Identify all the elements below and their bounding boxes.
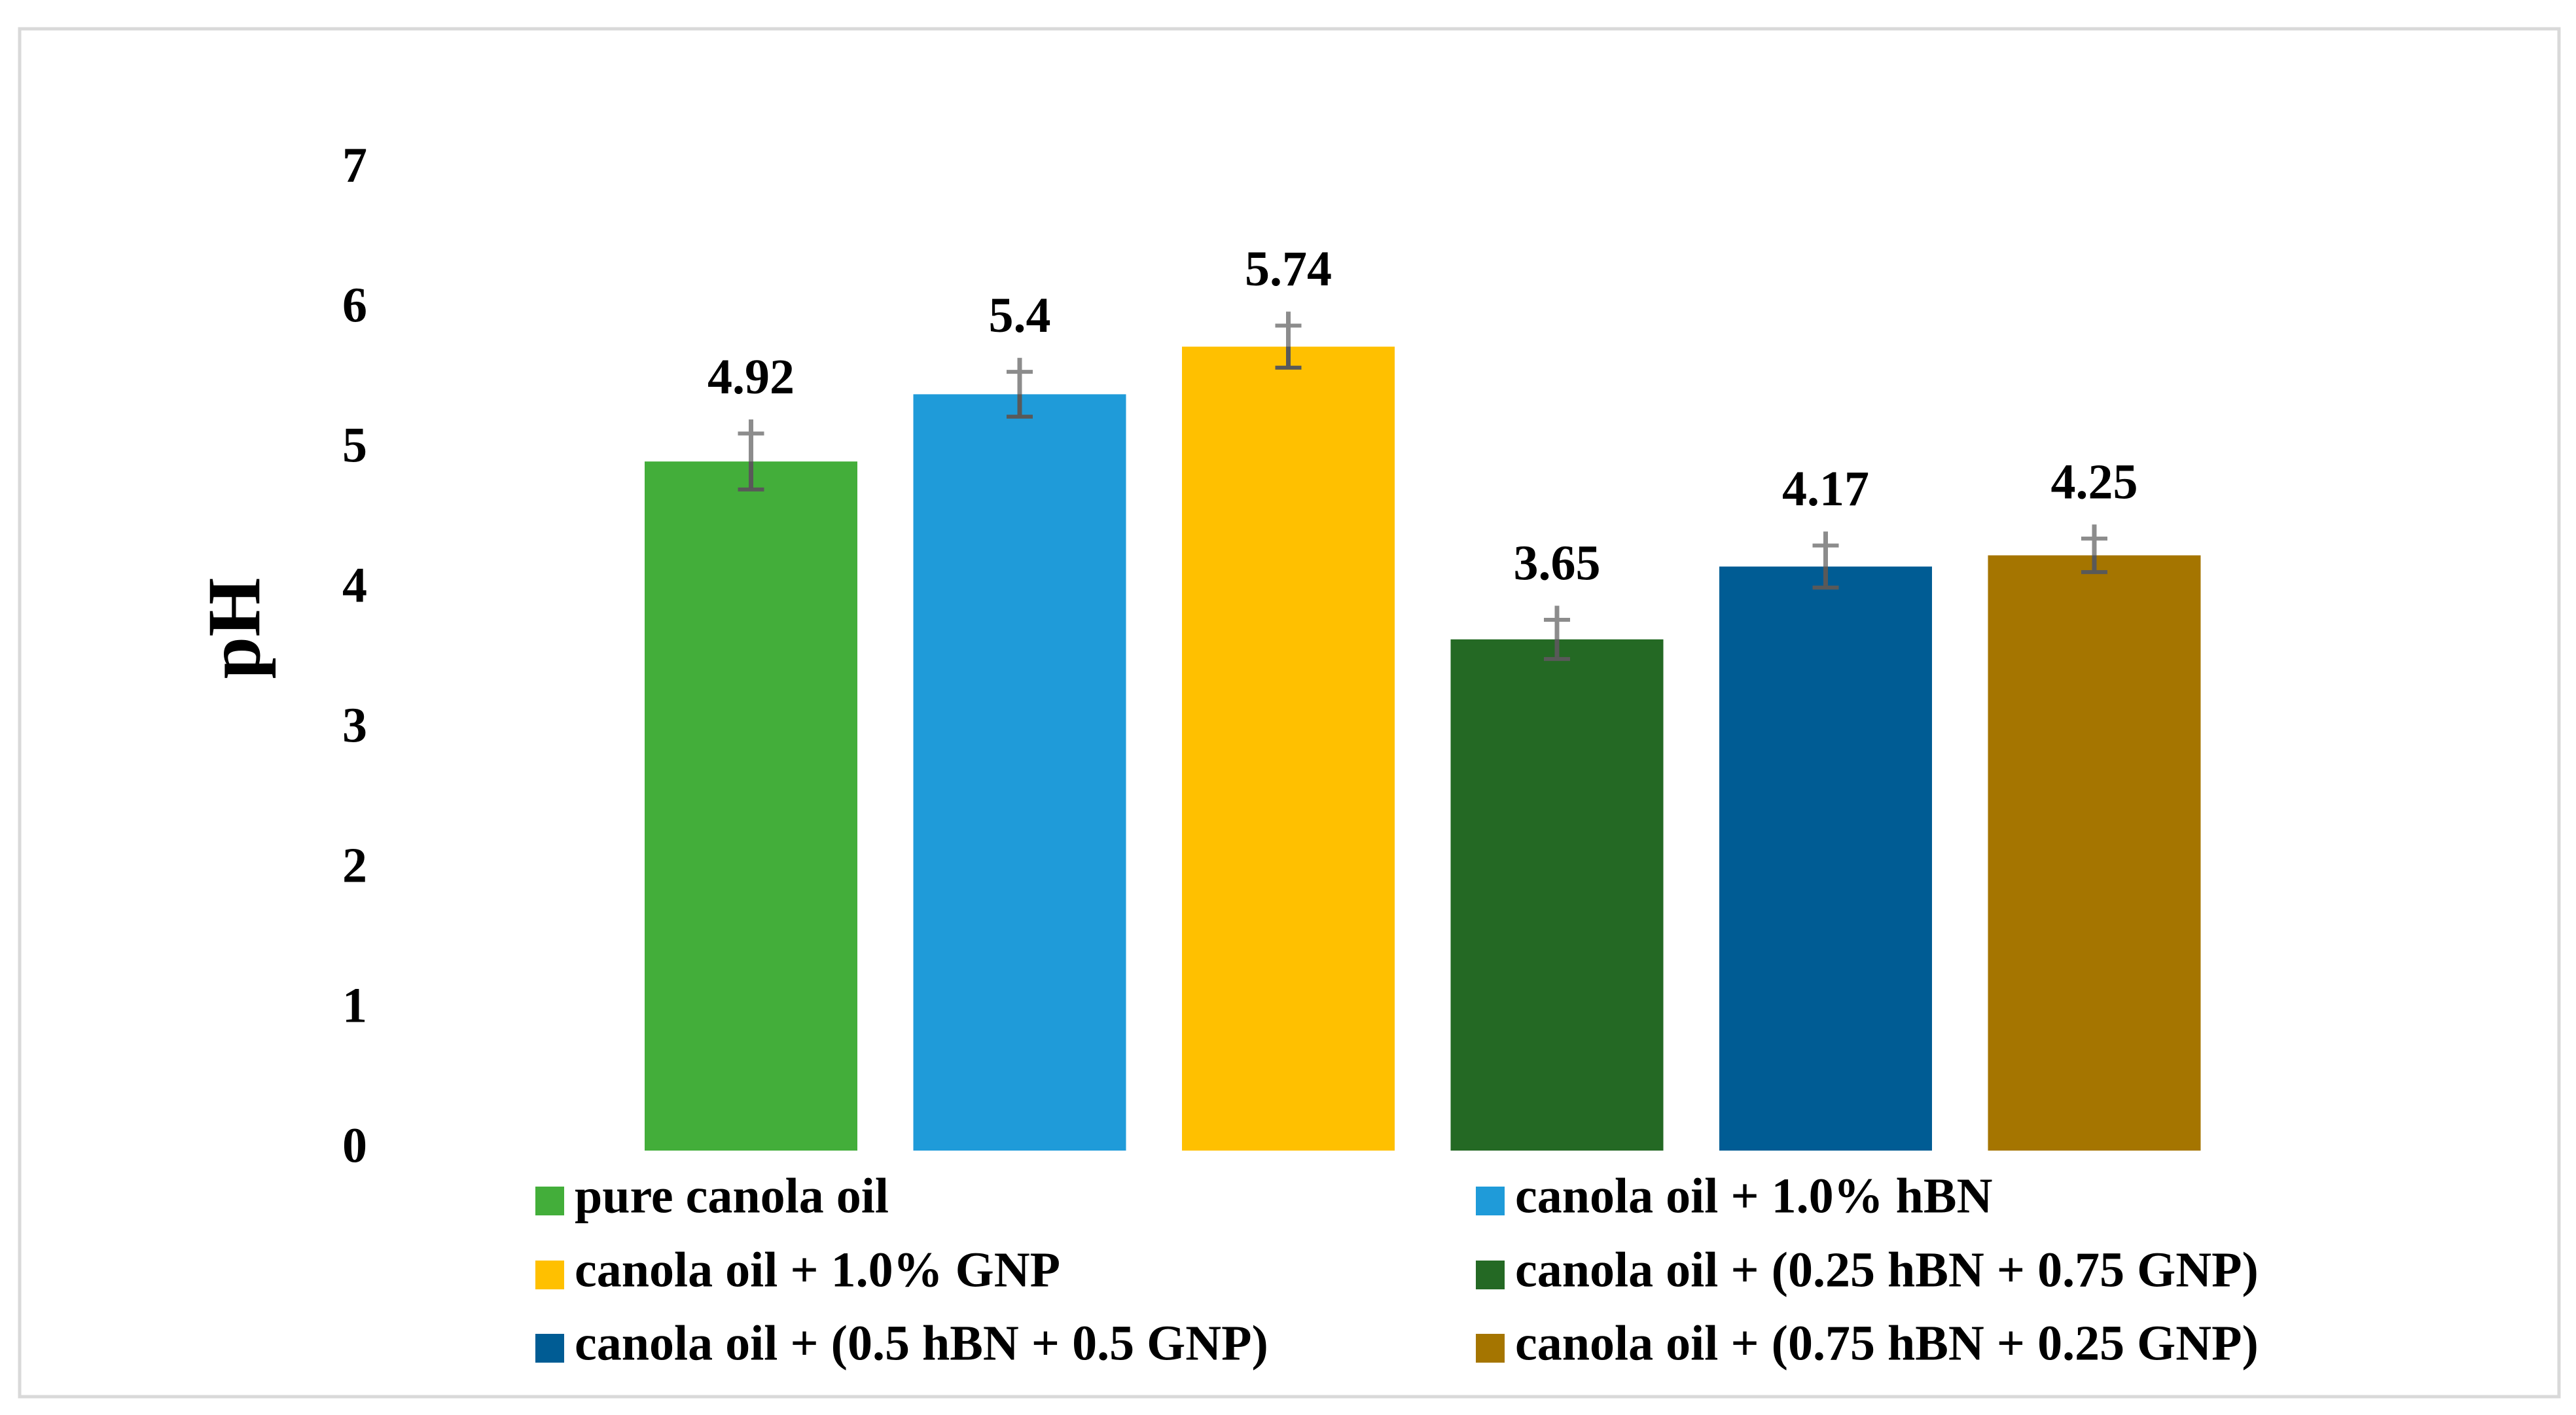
y-tick-label: 5: [342, 418, 367, 473]
error-bar: [1544, 605, 1570, 661]
legend-label: canola oil + 1.0% GNP: [575, 1242, 1060, 1297]
legend: pure canola oil canola oil + 1.0% hBN cano…: [535, 1168, 2259, 1370]
y-tick-label: 6: [342, 278, 367, 332]
legend-swatch: [1476, 1187, 1505, 1215]
bar: [1182, 346, 1395, 1151]
y-tick-label: 3: [342, 698, 367, 753]
legend-swatch: [535, 1187, 564, 1215]
bar: [645, 461, 857, 1151]
legend-label: canola oil + (0.75 hBN + 0.25 GNP): [1515, 1316, 2259, 1370]
legend-item: canola oil + (0.75 hBN + 0.25 GNP): [1476, 1316, 2259, 1370]
legend-label: canola oil + (0.25 hBN + 0.75 GNP): [1515, 1242, 2259, 1297]
y-tick-label: 1: [342, 978, 367, 1033]
legend-item: canola oil + (0.25 hBN + 0.75 GNP): [1476, 1242, 2259, 1297]
bar: [913, 394, 1126, 1151]
y-tick-label: 0: [342, 1118, 367, 1173]
bar: [1988, 555, 2201, 1151]
error-bar: [738, 419, 764, 492]
y-axis-title: pH: [193, 578, 277, 679]
data-label: 3.65: [1514, 536, 1601, 591]
y-tick-label: 4: [342, 558, 367, 613]
data-label: 5.4: [989, 288, 1051, 343]
error-bar: [1275, 312, 1302, 370]
data-label: 4.25: [2051, 454, 2138, 509]
legend-swatch: [535, 1261, 564, 1289]
data-label: 4.92: [707, 349, 795, 404]
data-label: 5.74: [1245, 242, 1332, 296]
error-bars: [738, 312, 2107, 661]
legend-item: pure canola oil: [535, 1168, 889, 1223]
legend-swatch: [1476, 1334, 1505, 1363]
legend-swatch: [1476, 1261, 1505, 1289]
data-labels: 4.92 5.4 5.74 3.65 4.17 4.25: [707, 242, 2138, 590]
legend-item: canola oil + 1.0% hBN: [1476, 1168, 1993, 1223]
y-tick-label: 7: [342, 137, 367, 192]
legend-item: canola oil + (0.5 hBN + 0.5 GNP): [535, 1316, 1268, 1370]
legend-item: canola oil + 1.0% GNP: [535, 1242, 1060, 1297]
y-tick-label: 2: [342, 838, 367, 893]
bar: [1450, 639, 1664, 1151]
error-bar: [1007, 357, 1033, 419]
error-bar: [2081, 524, 2107, 575]
bars: [645, 346, 2201, 1151]
legend-label: canola oil + 1.0% hBN: [1515, 1168, 1993, 1223]
data-label: 4.17: [1782, 461, 1869, 516]
bar: [1719, 566, 1932, 1151]
legend-label: pure canola oil: [575, 1168, 889, 1223]
legend-swatch: [535, 1334, 564, 1363]
error-bar: [1812, 531, 1839, 590]
y-axis-ticks: 0 1 2 3 4 5 6 7: [342, 137, 367, 1173]
legend-label: canola oil + (0.5 hBN + 0.5 GNP): [575, 1316, 1268, 1370]
